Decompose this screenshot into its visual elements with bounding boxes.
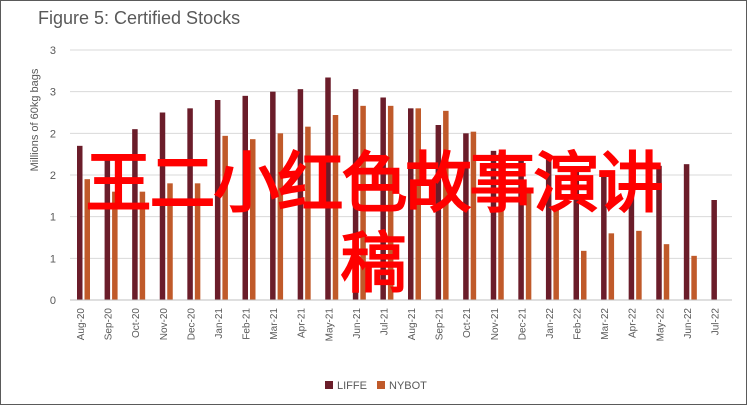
bar-liffe bbox=[628, 166, 635, 300]
y-axis-label: Millions of 60kg bags bbox=[29, 68, 41, 171]
bar-liffe bbox=[490, 150, 497, 300]
y-tick-label: 3 bbox=[50, 87, 56, 99]
x-tick-label: Jul-21 bbox=[379, 308, 390, 336]
x-tick-label: Jan-21 bbox=[214, 308, 225, 339]
y-tick-label: 2 bbox=[50, 170, 56, 182]
x-tick-label: Jan-22 bbox=[545, 308, 556, 339]
x-tick-label: Mar-22 bbox=[600, 308, 611, 340]
bar-nybot bbox=[139, 191, 146, 300]
x-tick-label: Jun-22 bbox=[683, 308, 694, 339]
bar-liffe bbox=[601, 170, 607, 300]
bar-liffe bbox=[159, 112, 166, 300]
overlay-text-line1: 王二小红色故事演讲 bbox=[85, 145, 664, 222]
legend-swatch-nybot bbox=[377, 381, 385, 389]
bar-liffe bbox=[104, 158, 111, 300]
bar-liffe bbox=[297, 89, 304, 301]
chart-title: Figure 5: Certified Stocks bbox=[38, 8, 241, 28]
bar-liffe bbox=[683, 164, 690, 300]
y-tick-label: 1 bbox=[50, 253, 56, 265]
bar-nybot bbox=[581, 250, 587, 300]
bar-nybot bbox=[553, 208, 559, 300]
bar-nybot bbox=[415, 108, 421, 300]
x-tick-label: Sep-20 bbox=[104, 308, 115, 341]
x-tick-label: Jun-21 bbox=[352, 308, 363, 339]
bar-liffe bbox=[711, 200, 717, 300]
x-tick-label: Dec-21 bbox=[517, 308, 528, 341]
x-tick-label: Apr-21 bbox=[297, 308, 308, 338]
bar-liffe bbox=[352, 89, 359, 301]
bar-nybot bbox=[194, 183, 201, 300]
bar-nybot bbox=[277, 133, 284, 300]
bar-liffe bbox=[214, 100, 221, 300]
legend-label-nybot: NYBOT bbox=[389, 380, 427, 392]
y-tick-label: 0 bbox=[50, 295, 56, 307]
x-tick-label: Apr-22 bbox=[628, 308, 639, 338]
y-tick-label: 1 bbox=[50, 212, 56, 224]
bar-nybot bbox=[250, 139, 256, 300]
x-tick-label: Aug-21 bbox=[407, 308, 418, 341]
x-tick-label: Oct-21 bbox=[462, 308, 473, 338]
bar-liffe bbox=[408, 108, 414, 300]
bar-liffe bbox=[656, 165, 662, 300]
x-tick-label: Jul-22 bbox=[710, 308, 721, 336]
bar-nybot bbox=[663, 244, 670, 300]
bar-liffe bbox=[242, 95, 248, 300]
x-tick-label: May-22 bbox=[655, 308, 666, 342]
bar-nybot bbox=[470, 131, 477, 300]
bar-nybot bbox=[636, 230, 642, 300]
bar-liffe bbox=[187, 108, 193, 300]
legend-label-liffe: LIFFE bbox=[337, 380, 367, 392]
bar-liffe bbox=[380, 97, 386, 300]
bar-liffe bbox=[325, 77, 331, 300]
x-tick-label: Feb-21 bbox=[242, 308, 253, 340]
x-tick-label: May-21 bbox=[324, 308, 335, 342]
bar-liffe bbox=[463, 133, 469, 300]
bar-nybot bbox=[691, 255, 697, 300]
bar-liffe bbox=[435, 125, 442, 300]
bar-liffe bbox=[77, 145, 83, 300]
bar-nybot bbox=[332, 115, 339, 300]
bar-nybot bbox=[360, 105, 366, 300]
y-tick-label: 3 bbox=[50, 45, 56, 57]
bar-nybot bbox=[84, 179, 90, 300]
overlay-text-line2: 稿 bbox=[340, 225, 407, 302]
bar-nybot bbox=[443, 110, 449, 300]
y-tick-label: 2 bbox=[50, 128, 56, 140]
x-tick-label: Feb-22 bbox=[573, 308, 584, 340]
bar-nybot bbox=[525, 191, 532, 300]
bar-nybot bbox=[222, 135, 228, 300]
bar-liffe bbox=[573, 171, 579, 300]
bar-nybot bbox=[387, 105, 394, 300]
legend-swatch-liffe bbox=[325, 381, 333, 389]
bar-nybot bbox=[498, 153, 504, 300]
x-tick-label: Nov-20 bbox=[159, 308, 170, 341]
x-tick-label: Oct-20 bbox=[131, 308, 142, 338]
bar-nybot bbox=[167, 183, 173, 300]
bar-nybot bbox=[305, 126, 311, 301]
bar-liffe bbox=[518, 155, 524, 300]
x-tick-label: Nov-21 bbox=[490, 308, 501, 341]
bar-liffe bbox=[270, 91, 276, 301]
x-tick-label: Aug-20 bbox=[76, 308, 87, 341]
x-tick-label: Sep-21 bbox=[435, 308, 446, 341]
bar-liffe bbox=[132, 129, 138, 300]
x-tick-label: Mar-21 bbox=[269, 308, 280, 340]
bar-liffe bbox=[545, 158, 552, 300]
bar-nybot bbox=[608, 233, 615, 300]
bar-nybot bbox=[112, 191, 118, 300]
x-tick-label: Dec-20 bbox=[186, 308, 197, 341]
